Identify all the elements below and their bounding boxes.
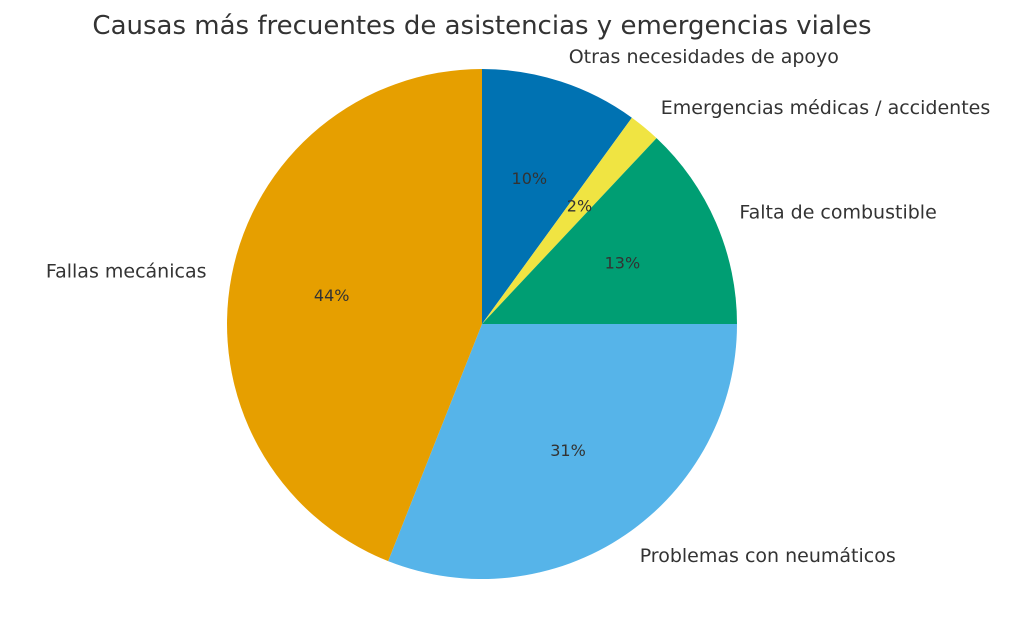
pie-slice-problemas-con-neumaticos bbox=[388, 324, 737, 579]
pie-slice-emergencias-medicas-accidentes bbox=[482, 117, 657, 324]
category-label-fallas-mecanicas: Fallas mecánicas bbox=[46, 260, 207, 282]
category-label-problemas-con-neumaticos: Problemas con neumáticos bbox=[640, 545, 896, 567]
pie-slice-otras-necesidades-de-apoyo bbox=[482, 69, 632, 324]
percent-label-emergencias-medicas-accidentes: 2% bbox=[567, 197, 592, 216]
percent-label-problemas-con-neumaticos: 31% bbox=[550, 441, 586, 460]
pie-slices bbox=[227, 69, 737, 579]
percent-label-falta-de-combustible: 13% bbox=[605, 254, 641, 273]
category-label-emergencias-medicas-accidentes: Emergencias médicas / accidentes bbox=[661, 97, 990, 119]
category-label-falta-de-combustible: Falta de combustible bbox=[739, 202, 936, 224]
category-label-otras-necesidades-de-apoyo: Otras necesidades de apoyo bbox=[569, 46, 839, 68]
percentage-labels: 10% 2% 13% 31% 44% bbox=[314, 169, 640, 460]
chart-title: Causas más frecuentes de asistencias y e… bbox=[92, 11, 871, 41]
pie-slice-falta-de-combustible bbox=[482, 138, 737, 324]
pie-slice-fallas-mecanicas bbox=[227, 69, 482, 562]
category-labels: Otras necesidades de apoyo Emergencias mé… bbox=[46, 46, 990, 567]
percent-label-otras-necesidades-de-apoyo: 10% bbox=[512, 169, 548, 188]
percent-label-fallas-mecanicas: 44% bbox=[314, 286, 350, 305]
